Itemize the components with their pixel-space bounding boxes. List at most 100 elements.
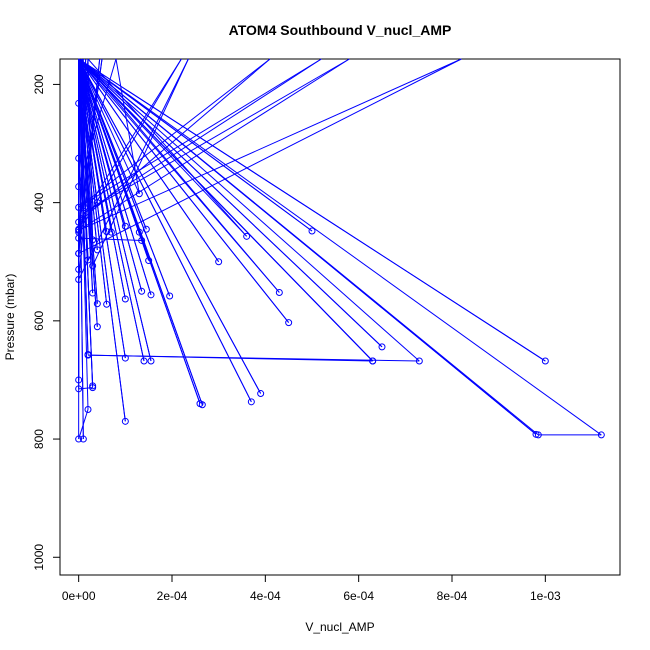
- data-point: [79, 202, 87, 210]
- x-axis: 0e+00 2e-04 4e-04 6e-04 8e-04 1e-03: [62, 574, 561, 603]
- data-point: [93, 199, 101, 207]
- data-point: [93, 323, 101, 331]
- data-point: [121, 354, 129, 362]
- series-segment: [78, 409, 89, 440]
- data-point: [75, 226, 83, 234]
- series-segment: [78, 58, 143, 292]
- data-point: [75, 385, 83, 393]
- series-segment: [78, 58, 252, 403]
- series-segment: [78, 58, 108, 232]
- series-segment: [78, 58, 94, 388]
- series-segment: [78, 58, 383, 348]
- data-point: [257, 390, 265, 398]
- data-point: [75, 218, 83, 226]
- series-segment: [78, 58, 271, 208]
- series-segment: [78, 58, 203, 405]
- data-point: [84, 406, 92, 414]
- series-segment: [78, 58, 145, 362]
- data-point: [198, 401, 206, 409]
- data-point: [75, 249, 83, 257]
- data-point: [89, 289, 97, 297]
- data-point: [75, 154, 83, 162]
- data-point: [93, 300, 101, 308]
- y-tick-label: 600: [32, 311, 46, 331]
- x-tick-label: 6e-04: [343, 589, 374, 603]
- data-point: [103, 228, 111, 236]
- series-segment: [78, 58, 220, 263]
- series-segment: [78, 58, 84, 440]
- data-point: [103, 300, 111, 308]
- series-segment: [78, 58, 313, 232]
- data-point: [84, 351, 92, 359]
- y-tick-label: 400: [32, 192, 46, 212]
- data-point: [243, 232, 251, 240]
- data-point: [84, 256, 92, 264]
- data-point: [597, 431, 605, 439]
- data-point: [89, 384, 97, 392]
- data-point: [135, 228, 143, 236]
- data-point: [135, 190, 143, 198]
- series-segment: [78, 58, 462, 231]
- series-segment: [78, 58, 350, 231]
- data-point: [285, 319, 293, 327]
- series-segment: [78, 58, 420, 362]
- data-point: [79, 435, 87, 443]
- series-segment: [78, 58, 322, 208]
- series-segment: [78, 58, 112, 233]
- series-segment: [78, 58, 140, 194]
- series-segment: [87, 354, 373, 362]
- data-point: [121, 295, 129, 303]
- data-point: [166, 292, 174, 300]
- data-point: [75, 275, 83, 283]
- series-segment: [78, 58, 290, 323]
- series-segment: [78, 58, 546, 362]
- y-tick-label: 800: [32, 429, 46, 449]
- data-point: [541, 357, 549, 365]
- data-point: [75, 234, 83, 242]
- data-point: [147, 357, 155, 365]
- data-point: [247, 398, 255, 406]
- plot-area: [75, 58, 605, 443]
- data-point: [75, 435, 83, 443]
- series-segment: [78, 58, 462, 254]
- data-point: [308, 227, 316, 235]
- y-tick-label: 200: [32, 74, 46, 94]
- series-segment: [78, 237, 142, 241]
- data-point: [121, 222, 129, 230]
- data-point: [75, 376, 83, 384]
- data-point: [75, 99, 83, 107]
- y-tick-label: 1000: [32, 544, 46, 571]
- data-point: [215, 258, 223, 266]
- series-segment: [78, 58, 602, 436]
- x-tick-label: 1e-03: [530, 589, 561, 603]
- x-axis-label: V_nucl_AMP: [305, 620, 374, 634]
- data-point: [369, 357, 377, 365]
- series-segment: [78, 58, 182, 233]
- data-point: [142, 225, 150, 233]
- data-point: [140, 357, 148, 365]
- series-segment: [78, 58, 262, 394]
- data-point: [378, 343, 386, 351]
- series-segment: [78, 58, 152, 362]
- chart-title: ATOM4 Southbound V_nucl_AMP: [229, 22, 452, 38]
- data-point: [89, 236, 97, 244]
- data-point: [75, 265, 83, 273]
- data-point: [138, 287, 146, 295]
- series-segment: [78, 58, 98, 203]
- data-point: [107, 228, 115, 236]
- data-point: [79, 209, 87, 217]
- x-tick-label: 0e+00: [62, 589, 96, 603]
- y-axis: 200 400 600 800 1000: [32, 74, 61, 571]
- data-point: [121, 417, 129, 425]
- data-point: [534, 431, 542, 439]
- data-point: [138, 236, 146, 244]
- series-segment: [78, 58, 89, 410]
- data-point: [275, 288, 283, 296]
- data-point: [75, 203, 83, 211]
- x-tick-label: 2e-04: [157, 589, 188, 603]
- x-tick-label: 4e-04: [250, 589, 281, 603]
- series-segment: [78, 58, 539, 436]
- data-point: [415, 357, 423, 365]
